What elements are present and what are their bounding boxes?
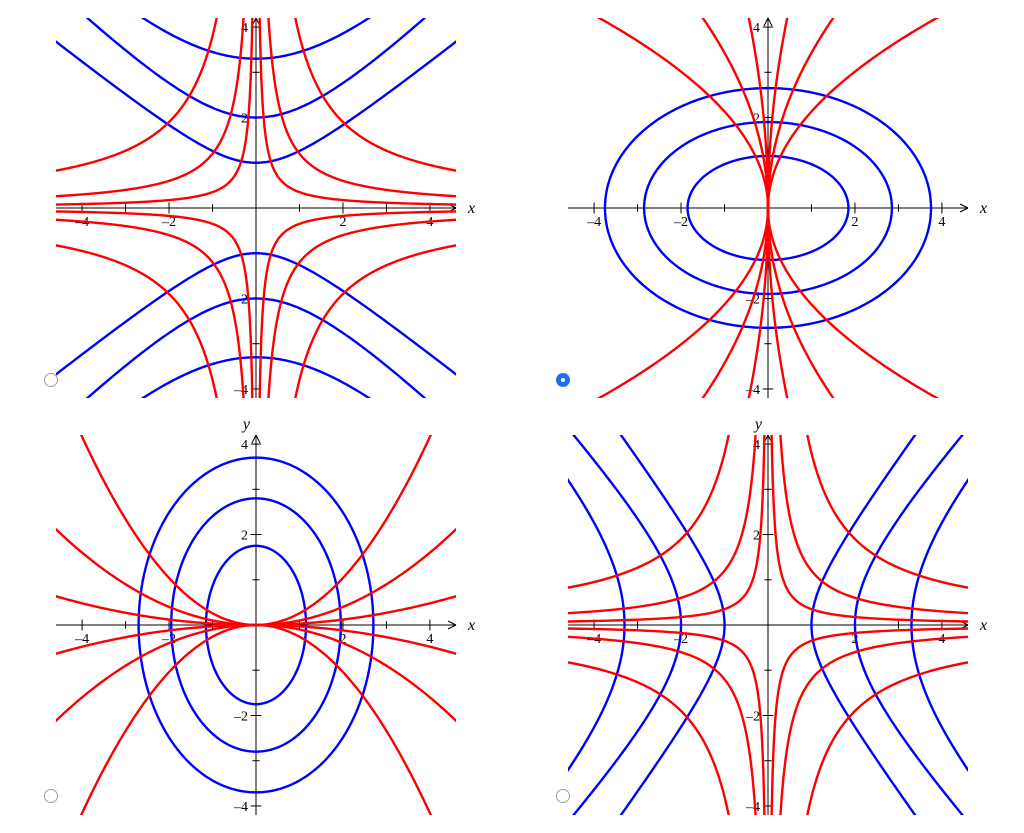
y-tick-label: –2 [745,709,760,724]
x-tick-label: 4 [426,632,433,647]
x-axis-label: x [467,617,475,634]
y-axis-label: y [241,416,251,433]
panel-A-plot: –4–4–2–22244x [56,18,456,398]
y-tick-label: 2 [241,528,248,543]
panel-C-svg: –4–4–2–22244xy [56,435,456,815]
x-tick-label: 2 [851,215,858,230]
y-tick-label: 4 [753,21,760,36]
panel-D-svg: –4–4–2–22244xy [568,435,968,815]
x-axis-label: x [467,200,475,217]
panel-A-radio[interactable] [44,373,58,387]
x-tick-label: –2 [673,215,688,230]
panel-C-cell: –4–4–2–22244xy [0,417,512,833]
y-tick-label: –4 [745,800,760,815]
y-tick-label: –4 [233,800,248,815]
panel-A-cell: –4–4–2–22244x [0,0,512,417]
panel-B-svg: –4–4–2–22244x [568,18,968,398]
x-tick-label: 4 [938,215,945,230]
chart-grid: –4–4–2–22244x –4–4–2–22244x –4–4–2–22244… [0,0,1024,833]
panel-B-radio[interactable] [556,373,570,387]
x-axis-label: x [979,200,987,217]
panel-D-radio[interactable] [556,789,570,803]
x-tick-label: –4 [586,215,601,230]
y-tick-label: –2 [233,709,248,724]
panel-D-cell: –4–4–2–22244xy [512,417,1024,833]
y-tick-label: 4 [241,438,248,453]
panel-A-svg: –4–4–2–22244x [56,18,456,398]
panel-B-cell: –4–4–2–22244x [512,0,1024,417]
x-axis-label: x [979,617,987,634]
panel-C-radio[interactable] [44,789,58,803]
y-axis-label: y [753,416,763,433]
panel-C-plot: –4–4–2–22244xy [56,435,456,815]
y-tick-label: –4 [233,383,248,398]
panel-B-plot: –4–4–2–22244x [568,18,968,398]
panel-D-plot: –4–4–2–22244xy [568,435,968,815]
